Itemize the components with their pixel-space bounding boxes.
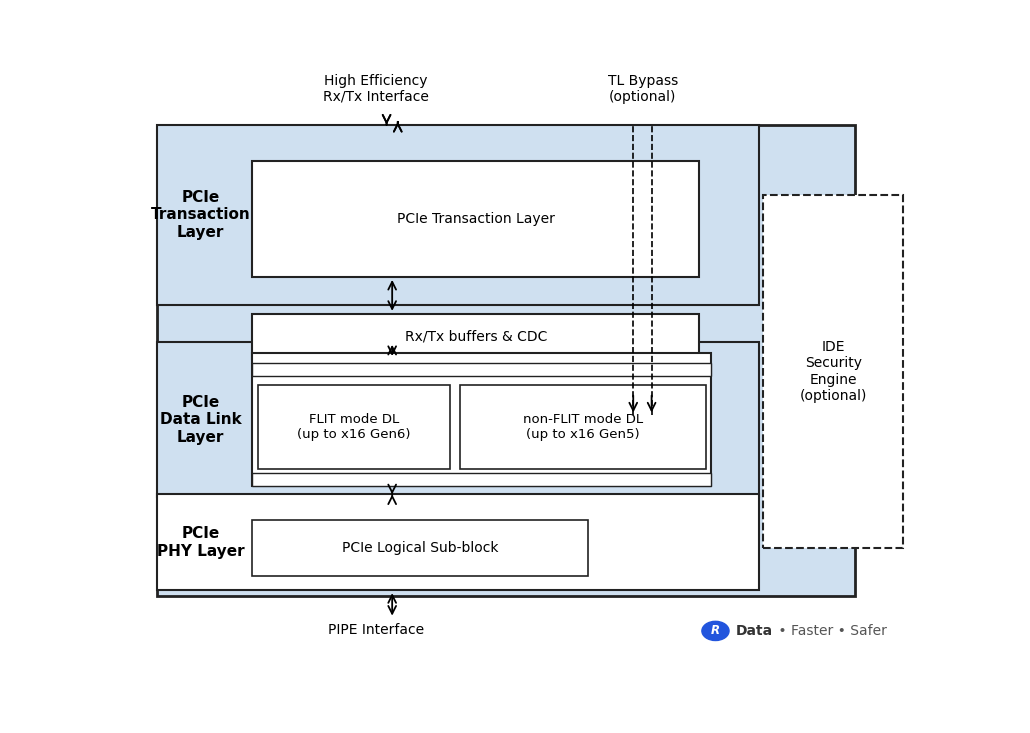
Text: Rx/Tx buffers & CDC: Rx/Tx buffers & CDC (405, 329, 547, 343)
Text: PCIe Logical Sub-block: PCIe Logical Sub-block (342, 541, 499, 555)
Text: PCIe Transaction Layer: PCIe Transaction Layer (397, 212, 555, 226)
FancyBboxPatch shape (252, 474, 712, 486)
FancyBboxPatch shape (252, 520, 588, 576)
Text: PCIe
Transaction
Layer: PCIe Transaction Layer (150, 190, 250, 240)
FancyBboxPatch shape (157, 125, 855, 596)
Text: R: R (711, 625, 720, 638)
Text: • Faster • Safer: • Faster • Safer (774, 624, 887, 638)
FancyBboxPatch shape (157, 494, 759, 590)
Text: TL Bypass
(optional): TL Bypass (optional) (608, 73, 678, 104)
FancyBboxPatch shape (252, 314, 699, 359)
Text: High Efficiency
Rx/Tx Interface: High Efficiency Rx/Tx Interface (323, 73, 430, 104)
Text: PIPE Interface: PIPE Interface (329, 623, 424, 637)
FancyBboxPatch shape (252, 364, 712, 376)
Text: Data: Data (735, 624, 772, 638)
Text: IDE
Security
Engine
(optional): IDE Security Engine (optional) (799, 340, 867, 403)
FancyBboxPatch shape (252, 161, 699, 277)
FancyBboxPatch shape (157, 125, 759, 305)
Text: non-FLIT mode DL
(up to x16 Gen5): non-FLIT mode DL (up to x16 Gen5) (523, 413, 643, 441)
FancyBboxPatch shape (460, 386, 706, 469)
Circle shape (701, 622, 729, 641)
Text: PCIe
PHY Layer: PCIe PHY Layer (157, 526, 244, 559)
FancyBboxPatch shape (763, 195, 903, 548)
FancyBboxPatch shape (259, 386, 450, 469)
FancyBboxPatch shape (157, 342, 759, 497)
Text: FLIT mode DL
(up to x16 Gen6): FLIT mode DL (up to x16 Gen6) (297, 413, 411, 441)
FancyBboxPatch shape (252, 353, 712, 486)
Text: PCIe
Data Link
Layer: PCIe Data Link Layer (160, 395, 241, 445)
